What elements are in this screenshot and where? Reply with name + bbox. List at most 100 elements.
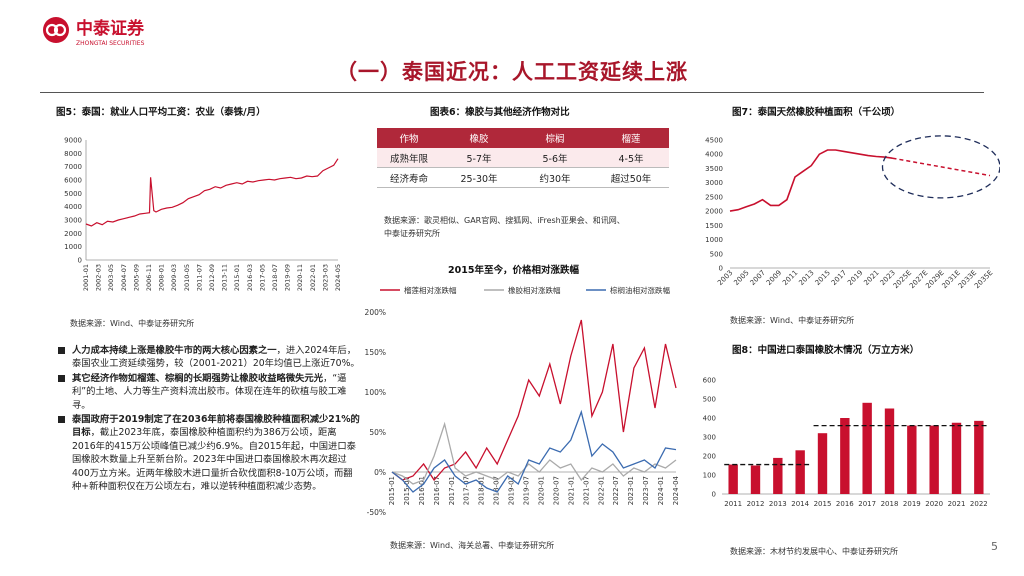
bullet-item: 人力成本持续上涨是橡胶牛市的两大核心因素之一，进入2024年后，泰国农业工资延续… bbox=[58, 344, 360, 371]
x-tick-label: 2021 bbox=[948, 500, 966, 508]
y-tick-label: 0 bbox=[78, 257, 82, 265]
y-tick-label: 1500 bbox=[705, 222, 723, 230]
x-tick-label: 2017-05 bbox=[258, 264, 266, 291]
x-tick-label: 2020-11 bbox=[296, 264, 304, 291]
y-tick-label: -50% bbox=[367, 508, 386, 517]
x-tick-label: 2010-05 bbox=[183, 264, 191, 291]
fig6-source: 数据来源：歌灵相似、GAR官网、搜狐网、iFresh亚果会、和讯网、 bbox=[384, 216, 625, 225]
y-tick-label: 2000 bbox=[705, 208, 723, 216]
y-tick-label: 4000 bbox=[705, 151, 723, 159]
fig-mid-legend: 榴莲相对涨跌幅 橡胶相对涨跌幅 棕榈油相对涨跌幅 bbox=[380, 285, 670, 295]
y-tick-label: 0 bbox=[712, 491, 716, 499]
y-tick-label: 0 bbox=[719, 265, 723, 273]
y-tick-label: 600 bbox=[703, 377, 716, 385]
brand-logo-icon: 中泰证券 ZHONGTAI SECURITIES bbox=[43, 17, 145, 47]
fig5-chart: 0 1000 2000 3000 4000 5000 6000 7000 8000 9000 200… bbox=[64, 137, 342, 292]
x-tick-label: 2021-07 bbox=[582, 476, 590, 505]
fig5-source: 数据来源：Wind、中泰证券研究所 bbox=[70, 319, 195, 328]
fig6-cell: 超过50年 bbox=[593, 167, 669, 188]
x-tick-label: 2018 bbox=[881, 500, 899, 508]
x-tick-label: 2018-01 bbox=[478, 476, 486, 505]
x-tick-label: 2009-03 bbox=[170, 264, 178, 291]
y-tick-label: 400 bbox=[703, 415, 716, 423]
x-tick-label: 2021 bbox=[862, 269, 880, 287]
series-line bbox=[391, 319, 677, 482]
fig6-header: 橡胶 bbox=[441, 128, 517, 148]
x-tick-label: 2016 bbox=[836, 500, 854, 508]
y-tick-label: 4500 bbox=[705, 137, 723, 145]
x-tick-label: 2016-03 bbox=[246, 264, 254, 291]
x-tick-label: 2015-01 bbox=[388, 476, 396, 505]
legend-label: 棕榈油相对涨跌幅 bbox=[610, 285, 670, 295]
x-tick-label: 2019 bbox=[903, 500, 921, 508]
bar bbox=[884, 408, 895, 494]
y-tick-label: 8000 bbox=[64, 150, 82, 158]
x-tick-label: 2016-01 bbox=[418, 476, 426, 505]
highlight-ellipse bbox=[881, 135, 1000, 199]
x-tick-label: 2009 bbox=[765, 269, 783, 287]
x-tick-label: 2002-03 bbox=[95, 264, 103, 291]
y-tick-label: 6000 bbox=[64, 177, 82, 185]
fig6-header-row: 作物 橡胶 棕榈 榴莲 bbox=[377, 128, 669, 148]
fig8-title: 图8：中国进口泰国橡胶木情况（万立方米） bbox=[732, 345, 920, 356]
series-line bbox=[391, 409, 677, 493]
forecast-dashed-line bbox=[892, 157, 991, 177]
wage-series-line bbox=[85, 158, 339, 227]
fig6-cell: 约30年 bbox=[517, 167, 593, 188]
x-tick-label: 2013 bbox=[769, 500, 787, 508]
fig6-table: 作物 橡胶 棕榈 榴莲 成熟年限 5-7年 5-6年 4-5年 经济寿命 25-… bbox=[377, 128, 669, 188]
y-tick-label: 50% bbox=[369, 428, 386, 437]
series-line bbox=[391, 421, 677, 485]
y-tick-label: 200 bbox=[703, 453, 716, 461]
fig8-source: 数据来源：木材节约发展中心、中泰证券研究所 bbox=[730, 547, 898, 556]
x-tick-label: 2011 bbox=[781, 269, 799, 287]
x-tick-label: 2014 bbox=[791, 500, 809, 508]
x-tick-label: 2022 bbox=[970, 500, 988, 508]
x-tick-label: 2013-11 bbox=[221, 264, 229, 291]
bar bbox=[974, 420, 984, 494]
x-tick-label: 2019 bbox=[846, 269, 864, 287]
x-tick-label: 2019-01 bbox=[508, 476, 516, 505]
x-tick-label: 2019-07 bbox=[523, 476, 531, 505]
x-tick-label: 2024-01 bbox=[657, 476, 665, 505]
x-tick-label: 2022-07 bbox=[612, 476, 620, 505]
x-tick-label: 2011-07 bbox=[195, 264, 203, 291]
bullet-text: ，截止2023年底，泰国橡胶种植面积约为386万公顷，距离2016年的415万公… bbox=[72, 427, 356, 493]
y-tick-label: 2500 bbox=[705, 193, 723, 201]
x-tick-label: 2020-01 bbox=[537, 476, 545, 505]
bar bbox=[750, 465, 761, 494]
bar bbox=[929, 425, 939, 494]
x-tick-label: 2018-07 bbox=[271, 264, 279, 291]
x-tick-label: 2020-07 bbox=[552, 476, 560, 505]
x-tick-label: 2001-01 bbox=[82, 264, 90, 291]
fig6-header: 棕榈 bbox=[517, 128, 593, 148]
x-tick-label: 2004-07 bbox=[120, 264, 128, 291]
fig8-chart: 0 100 200 300 400 500 600 2011 2012 2013 2014 2015 2… bbox=[703, 377, 990, 508]
bullet-text: ，进入2024年后，泰国农业工资延续强势，较（2001-2021）20年均值已上… bbox=[72, 345, 360, 370]
y-tick-label: 100% bbox=[365, 388, 386, 397]
y-tick-label: 300 bbox=[703, 434, 716, 442]
y-tick-label: 500 bbox=[710, 250, 723, 258]
bar bbox=[862, 402, 872, 494]
x-tick-label: 2023-01 bbox=[627, 476, 635, 505]
fig6-cell: 成熟年限 bbox=[377, 148, 441, 168]
y-tick-label: 7000 bbox=[64, 163, 82, 171]
x-tick-label: 2003-05 bbox=[107, 264, 115, 291]
bar bbox=[907, 425, 917, 494]
fig6-cell: 25-30年 bbox=[441, 167, 517, 188]
y-tick-label: 500 bbox=[703, 396, 716, 404]
x-tick-label: 2017 bbox=[858, 500, 876, 508]
fig6-cell: 经济寿命 bbox=[377, 167, 441, 188]
table-row: 成熟年限 5-7年 5-6年 4-5年 bbox=[377, 148, 669, 168]
legend-label: 榴莲相对涨跌幅 bbox=[404, 285, 457, 295]
brand-name-en: ZHONGTAI SECURITIES bbox=[76, 40, 145, 47]
fig-mid-title: 2015年至今，价格相对涨跌幅 bbox=[448, 265, 579, 276]
fig5-title: 图5：泰国：就业人口平均工资：农业（泰铢/月） bbox=[56, 107, 266, 118]
fig-mid-source: 数据来源：Wind、海关总署、中泰证券研究所 bbox=[390, 541, 555, 550]
y-tick-label: 1000 bbox=[64, 243, 82, 251]
x-tick-label: 2008-01 bbox=[158, 264, 166, 291]
x-tick-label: 2017-07 bbox=[463, 476, 471, 505]
x-tick-label: 2022-01 bbox=[309, 264, 317, 291]
x-tick-label: 2024-04 bbox=[672, 475, 680, 505]
x-tick-label: 2012-09 bbox=[208, 264, 216, 291]
